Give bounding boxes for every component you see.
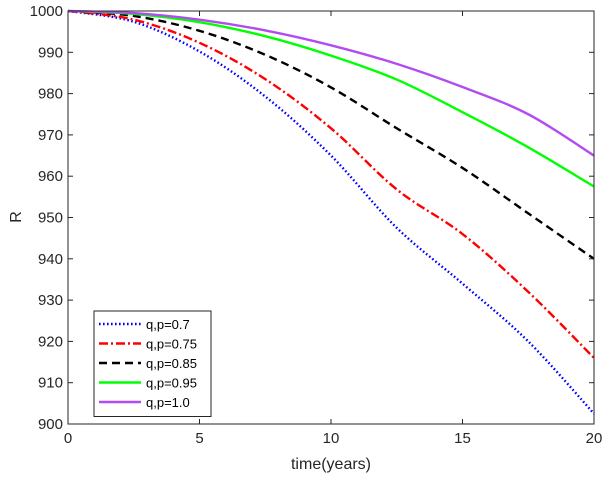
y-tick-label: 950 xyxy=(38,210,63,227)
x-axis-label: time(years) xyxy=(291,456,371,473)
x-tick-label: 5 xyxy=(195,430,203,447)
series-line-4 xyxy=(67,9,595,188)
axis-ticks: 0 5 10 15 20 900 910 920 930 940 950 960 970 980 990 10… xyxy=(30,3,603,447)
series-line-1 xyxy=(67,9,595,415)
y-tick-label: 980 xyxy=(38,86,63,103)
y-tick-label: 910 xyxy=(38,375,63,392)
legend-label: q,p=1.0 xyxy=(146,395,190,410)
y-tick-label: 990 xyxy=(38,44,63,61)
y-tick-label: 920 xyxy=(38,333,63,350)
y-tick-label: 940 xyxy=(38,251,63,268)
series-line-5 xyxy=(67,9,595,157)
legend-label: q,p=0.75 xyxy=(146,337,197,352)
series-line-2 xyxy=(67,9,595,359)
legend-label: q,p=0.7 xyxy=(146,317,190,332)
x-tick-label: 0 xyxy=(64,430,72,447)
legend-label: q,p=0.95 xyxy=(146,376,197,391)
legend: q,p=0.7 q,p=0.75 q,p=0.85 q,p=0.95 q,p=1.0 xyxy=(93,310,212,417)
y-tick-label: 970 xyxy=(38,127,63,144)
legend-label: q,p=0.85 xyxy=(146,356,197,371)
x-tick-label: 20 xyxy=(586,430,603,447)
y-tick-label: 1000 xyxy=(30,3,63,20)
y-tick-label: 900 xyxy=(38,416,63,433)
y-tick-label: 960 xyxy=(38,168,63,185)
y-axis-label: R xyxy=(8,211,25,223)
x-tick-label: 10 xyxy=(323,430,340,447)
y-tick-label: 930 xyxy=(38,292,63,309)
series-line-3 xyxy=(67,9,595,260)
series-lines xyxy=(67,9,595,415)
x-tick-label: 15 xyxy=(454,430,471,447)
